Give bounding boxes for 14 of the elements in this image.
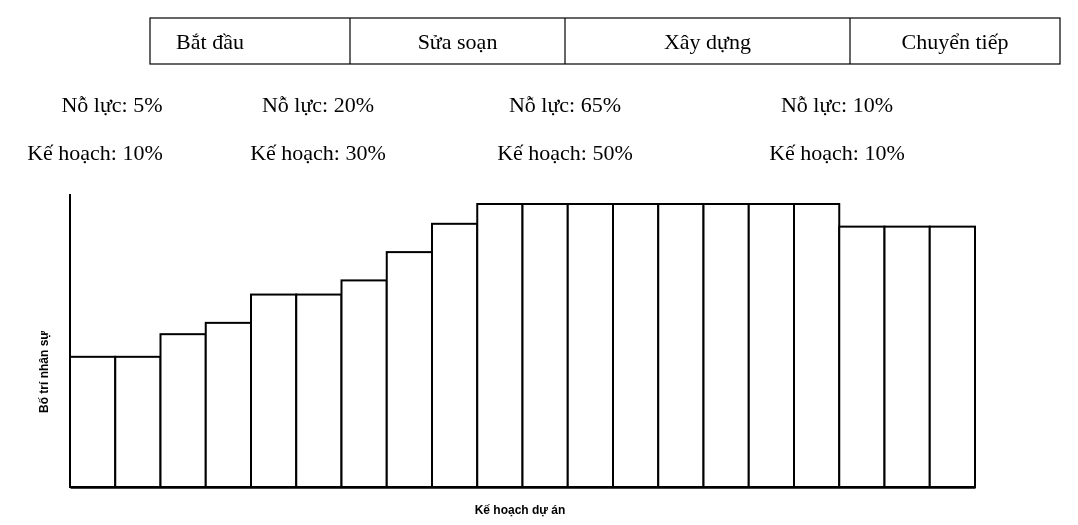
text: Nỗ lực: 10% <box>780 92 894 117</box>
text: Kế hoạch: 50% <box>497 140 633 165</box>
text: Kế hoạch: 30% <box>250 140 386 165</box>
x-axis-title: Kế hoạch dự án <box>474 503 566 517</box>
text: Xây dựng <box>663 29 752 54</box>
y-axis-title: Bố trí nhân sự <box>37 330 51 414</box>
text: Sửa soạn <box>417 29 498 54</box>
text: Nỗ lực: 20% <box>261 92 375 117</box>
text: Kế hoạch: 10% <box>769 140 905 165</box>
text: Nỗ lực: 65% <box>508 92 622 117</box>
text: Bắt đầu <box>176 29 244 54</box>
text: Kế hoạch: 10% <box>27 140 163 165</box>
text: Nỗ lực: 5% <box>61 92 163 117</box>
text: Chuyển tiếp <box>901 29 1009 54</box>
